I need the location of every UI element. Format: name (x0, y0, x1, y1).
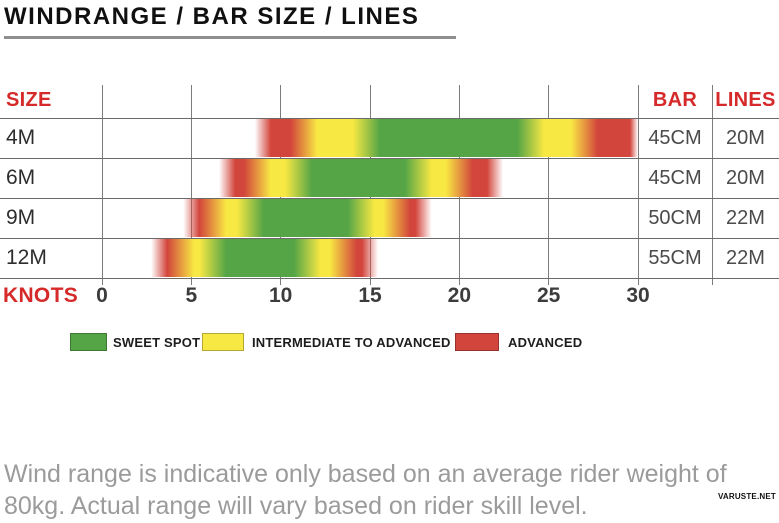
legend-swatch-intermediate (202, 333, 244, 351)
kite-size-label: 6M (6, 166, 36, 189)
line-length-value: 20M (726, 167, 765, 189)
legend-label-sweet: SWEET SPOT (113, 335, 201, 350)
bar-size-value: 50CM (648, 207, 702, 229)
legend-label-intermediate: INTERMEDIATE TO ADVANCED (252, 335, 451, 350)
windrange-chart: SIZE BAR LINES KNOTS 0 5 10 15 20 25 30 4M 45CM 2… (0, 85, 779, 315)
knots-tick-label: 0 (96, 284, 108, 307)
wind-range-bar (102, 199, 638, 237)
bar-size-value: 45CM (648, 167, 702, 189)
bar-column-header: BAR (652, 89, 698, 111)
line-length-value: 22M (726, 207, 765, 229)
legend: SWEET SPOT INTERMEDIATE TO ADVANCED ADVANC… (0, 333, 779, 353)
bar-size-value: 55CM (648, 247, 702, 269)
row-divider (0, 198, 779, 199)
knots-tick-label: 20 (447, 284, 471, 307)
knots-tick-label: 25 (536, 284, 561, 307)
row-divider (0, 118, 779, 119)
row-divider (0, 238, 779, 239)
footer-note: Wind range is indicative only based on a… (4, 460, 727, 521)
kite-size-label: 12M (6, 246, 47, 269)
line-length-value: 20M (726, 127, 765, 149)
legend-label-advanced: ADVANCED (508, 335, 583, 350)
row-divider (0, 278, 779, 279)
knots-tick-label: 30 (626, 284, 650, 307)
wind-range-bar (102, 119, 638, 157)
bar-size-value: 45CM (648, 127, 702, 149)
knots-tick-label: 10 (268, 284, 293, 307)
page-title: WINDRANGE / BAR SIZE / LINES (4, 0, 456, 39)
column-divider (711, 85, 713, 285)
row-divider (0, 158, 779, 159)
kite-size-label: 9M (6, 206, 36, 229)
wind-range-bar (102, 239, 638, 277)
wind-range-bar (102, 159, 638, 197)
kite-size-label: 4M (6, 126, 36, 149)
knots-axis-label: KNOTS (3, 284, 78, 307)
size-column-header: SIZE (6, 89, 52, 111)
knots-tick-label: 5 (185, 284, 198, 307)
knots-tick-label: 15 (358, 284, 382, 307)
legend-swatch-sweet (70, 333, 107, 351)
column-divider (637, 85, 639, 285)
line-length-value: 22M (726, 247, 765, 269)
legend-swatch-advanced (455, 333, 499, 351)
watermark: VARUSTE.NET (717, 492, 776, 501)
lines-column-header: LINES (715, 89, 776, 111)
